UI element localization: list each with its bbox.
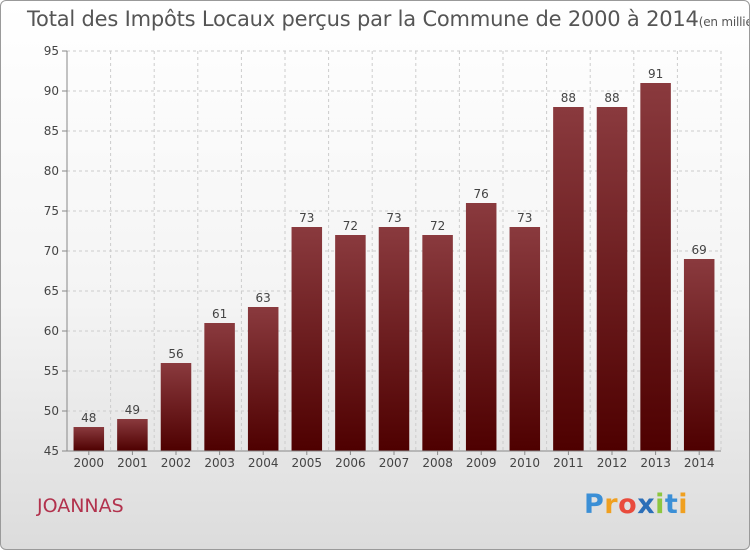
value-labels: 48 49 56 61 63 73 72 73 72 76 73 88 88 91 69 (81, 67, 707, 425)
bar-2009 (465, 203, 497, 451)
value-label-2013: 91 (648, 67, 663, 81)
x-tick-label-2007: 2007 (379, 456, 410, 470)
chart-subtitle: (en milliers d'€) (698, 15, 749, 29)
x-tick-label-2011: 2011 (553, 456, 584, 470)
value-label-2001: 49 (125, 403, 140, 417)
value-label-2005: 73 (299, 211, 314, 225)
logo-letter: r (604, 489, 619, 520)
value-label-2012: 88 (604, 91, 619, 105)
y-tick-label: 90 (44, 84, 59, 98)
bar-2014 (683, 259, 715, 451)
x-tick-label-2000: 2000 (74, 456, 105, 470)
value-label-2007: 73 (386, 211, 401, 225)
bar-2005 (291, 227, 323, 451)
logo-letter: P (584, 489, 605, 520)
commune-name: JOANNAS (37, 495, 124, 517)
bar-2012 (596, 107, 628, 451)
x-tick-label-2009: 2009 (466, 456, 497, 470)
y-tick-label: 70 (44, 244, 59, 258)
y-tick-label: 45 (44, 444, 59, 458)
value-label-2003: 61 (212, 307, 227, 321)
bar-2006 (335, 235, 366, 451)
value-label-2002: 56 (168, 347, 183, 361)
y-tick-label: 60 (44, 324, 59, 338)
x-tick-label-2014: 2014 (684, 456, 715, 470)
y-tick-label: 65 (44, 284, 59, 298)
value-label-2009: 76 (474, 187, 489, 201)
bar-2004 (247, 307, 279, 451)
bar-2008 (422, 235, 453, 451)
value-label-2011: 88 (561, 91, 576, 105)
bar-2002 (160, 363, 192, 451)
bar-2010 (509, 227, 541, 451)
logo-letter: i (655, 489, 665, 520)
bar-2000 (73, 427, 105, 451)
x-tick-label-2004: 2004 (248, 456, 279, 470)
y-tick-label: 75 (44, 204, 59, 218)
value-label-2010: 73 (517, 211, 532, 225)
value-label-2008: 72 (430, 219, 445, 233)
proxiti-logo: Proxiti (584, 489, 688, 520)
y-tick-label: 50 (44, 404, 59, 418)
y-tick-label: 85 (44, 124, 59, 138)
chart-title: Total des Impôts Locaux perçus par la Co… (27, 7, 749, 31)
y-tick-label: 80 (44, 164, 59, 178)
logo-letter: x (637, 489, 656, 520)
x-tick-label-2003: 2003 (204, 456, 235, 470)
value-label-2006: 72 (343, 219, 358, 233)
x-tick-label-2006: 2006 (335, 456, 366, 470)
y-tick-label: 55 (44, 364, 59, 378)
x-tick-label-2013: 2013 (640, 456, 671, 470)
logo-letter: t (664, 489, 679, 520)
bar-2011 (553, 107, 584, 451)
logo-letter: o (618, 489, 638, 520)
bar-2003 (204, 323, 235, 451)
y-tick-label: 95 (44, 44, 59, 58)
value-label-2000: 48 (81, 411, 96, 425)
bars (73, 83, 715, 451)
axes: 45 50 55 60 65 70 75 80 85 90 95 2000 2001 2002 2003 20… (44, 44, 721, 470)
x-tick-label-2001: 2001 (117, 456, 148, 470)
chart-title-text: Total des Impôts Locaux perçus par la Co… (27, 7, 699, 31)
x-tick-label-2005: 2005 (292, 456, 323, 470)
x-tick-label-2010: 2010 (510, 456, 541, 470)
x-tick-label-2002: 2002 (161, 456, 192, 470)
x-tick-label-2012: 2012 (597, 456, 628, 470)
value-label-2014: 69 (692, 243, 707, 257)
logo-letter: i (678, 489, 689, 520)
bar-2013 (640, 83, 671, 451)
x-tick-label-2008: 2008 (422, 456, 453, 470)
bar-2001 (117, 419, 148, 451)
bar-2007 (378, 227, 410, 451)
value-label-2004: 63 (256, 291, 271, 305)
